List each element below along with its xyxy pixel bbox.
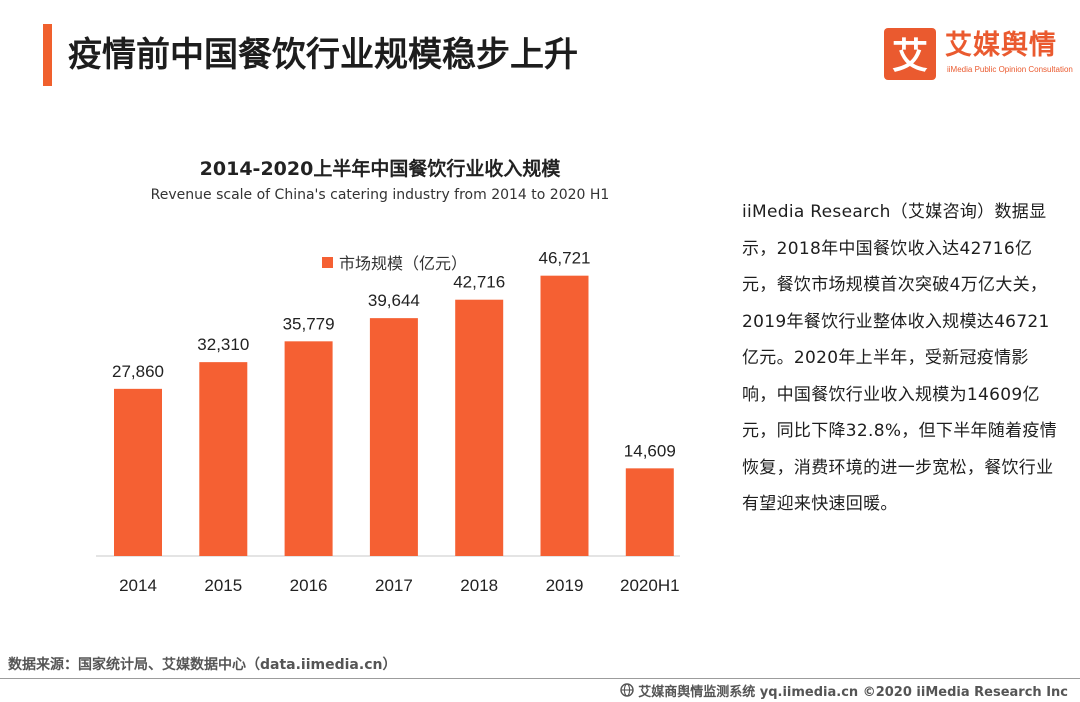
data-label-2015: 32,310 [197, 335, 249, 354]
chart-legend: 市场规模（亿元） [322, 250, 467, 274]
data-label-2017: 39,644 [368, 291, 420, 310]
x-tick-label-2018: 2018 [460, 576, 498, 595]
bar-2018 [455, 299, 504, 556]
data-label-2014: 27,860 [112, 362, 164, 381]
bar-2020H1 [625, 468, 674, 556]
logo-mark-glyph: 艾 [892, 36, 928, 77]
bar-2019 [540, 275, 589, 556]
data-label-2016: 35,779 [283, 314, 335, 333]
brand-logo: 艾 艾媒舆情 iiMedia Public Opinion Consultati… [884, 28, 1073, 82]
x-tick-label-2019: 2019 [546, 576, 584, 595]
bar-2014 [114, 388, 162, 556]
x-tick-label-2020H1: 2020H1 [620, 576, 680, 595]
x-tick-label-2016: 2016 [290, 576, 328, 595]
footer-divider [0, 678, 1080, 679]
footer-credit-text: 艾媒商舆情监测系统 yq.iimedia.cn ©2020 iiMedia Re… [638, 684, 1068, 700]
brand-name: 艾媒舆情 [945, 30, 1057, 61]
legend-swatch [322, 256, 333, 268]
summary-paragraph: iiMedia Research（艾媒咨询）数据显示，2018年中国餐饮收入达4… [742, 202, 1058, 514]
bar-2017 [369, 318, 418, 556]
bar-2016 [284, 341, 333, 556]
brand-tagline: iiMedia Public Opinion Consultation [947, 65, 1073, 74]
footer-credit: 艾媒商舆情监测系统 yq.iimedia.cn ©2020 iiMedia Re… [620, 680, 1068, 700]
bar-2015 [199, 362, 248, 556]
x-tick-label-2015: 2015 [204, 576, 242, 595]
x-tick-label-2017: 2017 [375, 576, 413, 595]
chart-title: 2014-2020上半年中国餐饮行业收入规模 [199, 158, 561, 180]
data-label-2020H1: 14,609 [624, 441, 676, 460]
bar-chart: 27,860 2014 32,310 2015 35,779 2016 39,644 2017… [96, 249, 680, 595]
data-label-2019: 46,721 [539, 249, 591, 268]
legend-label: 市场规模（亿元） [339, 254, 468, 273]
iimedia-logo-icon: 艾 [884, 28, 936, 80]
data-source-note: 数据来源：国家统计局、艾媒数据中心（data.iimedia.cn） [8, 657, 397, 673]
page-title: 疫情前中国餐饮行业规模稳步上升 [68, 35, 578, 75]
chart-subtitle: Revenue scale of China's catering indust… [150, 187, 610, 203]
iimedia-logo-glyph: 艾 [892, 36, 928, 77]
globe-icon [620, 683, 634, 697]
data-label-2018: 42,716 [453, 273, 505, 292]
header-accent-bar [43, 24, 52, 86]
x-tick-label-2014: 2014 [119, 576, 157, 595]
